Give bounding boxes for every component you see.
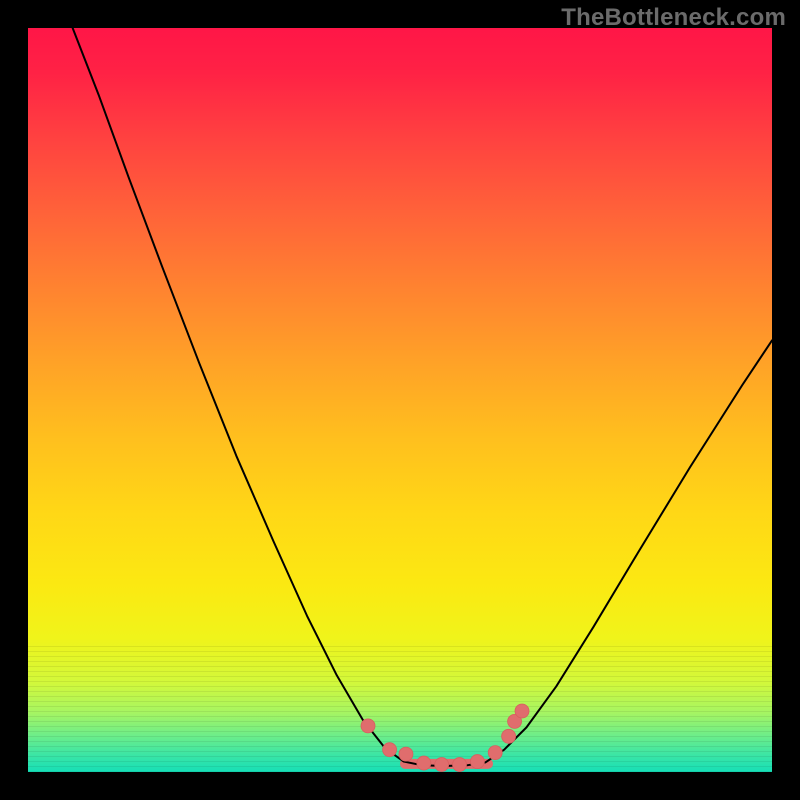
curve-marker bbox=[383, 743, 397, 757]
bottleneck-line-chart bbox=[0, 0, 800, 800]
curve-marker bbox=[502, 729, 516, 743]
chart-frame-right bbox=[772, 28, 800, 772]
curve-marker bbox=[470, 755, 484, 769]
curve-marker bbox=[488, 746, 502, 760]
curve-marker bbox=[361, 719, 375, 733]
curve-marker bbox=[435, 758, 449, 772]
curve-marker bbox=[417, 756, 431, 770]
watermark-text: TheBottleneck.com bbox=[561, 4, 786, 32]
curve-marker bbox=[453, 758, 467, 772]
chart-frame-left bbox=[0, 28, 28, 772]
curve-marker bbox=[399, 747, 413, 761]
chart-frame-bottom bbox=[0, 772, 800, 800]
bottleneck-curve bbox=[73, 28, 772, 766]
curve-marker bbox=[515, 704, 529, 718]
